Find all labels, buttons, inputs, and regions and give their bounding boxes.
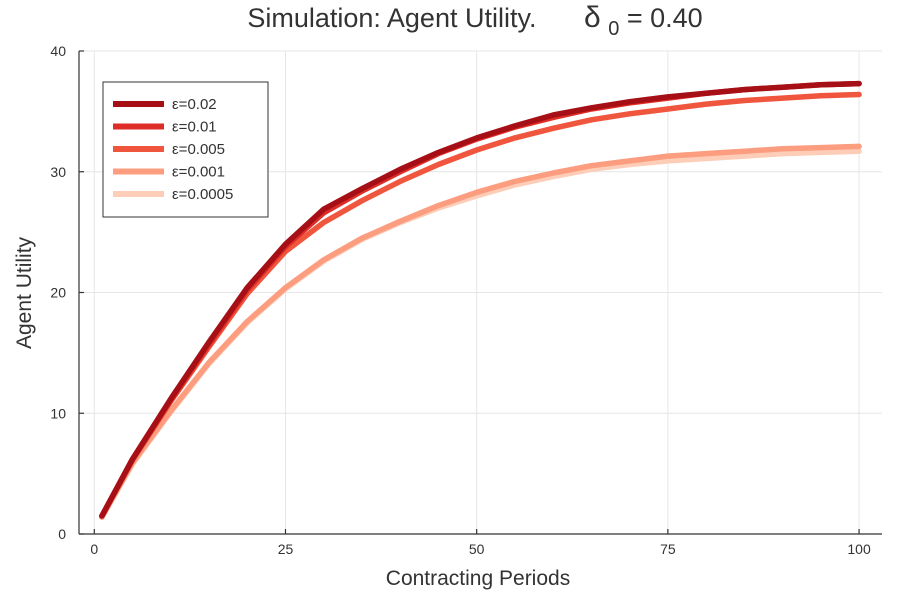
y-tick-label: 40: [50, 43, 66, 59]
chart-title: Simulation: Agent Utility. δ 0 = 0.40: [247, 1, 702, 41]
legend: ε=0.02 ε=0.01 ε=0.005 ε=0.001 ε=0.0005: [102, 81, 269, 218]
x-tick-label: 50: [469, 541, 485, 557]
series-lines: [99, 80, 862, 520]
chart-title-delta-value: = 0.40: [627, 3, 703, 33]
x-tick-label: 25: [278, 541, 294, 557]
x-tick-label: 100: [847, 541, 871, 557]
legend-label: ε=0.001: [172, 164, 225, 181]
x-tick-label: 75: [660, 541, 676, 557]
x-tick-label: 0: [90, 541, 98, 557]
chart-title-main: Simulation: Agent Utility.: [247, 3, 536, 33]
y-tick-label: 10: [50, 405, 66, 421]
y-axis-label: Agent Utility: [13, 236, 36, 349]
x-axis-label: Contracting Periods: [386, 567, 570, 590]
chart-title-delta-sub: 0: [608, 18, 619, 40]
series-line: [99, 80, 862, 519]
legend-label: ε=0.01: [172, 119, 217, 136]
legend-label: ε=0.005: [172, 141, 225, 158]
chart-title-delta: δ: [584, 1, 601, 34]
y-tick-label: 0: [58, 526, 66, 542]
legend-label: ε=0.02: [172, 96, 217, 113]
y-tick-label: 30: [50, 164, 66, 180]
legend-label: ε=0.0005: [172, 186, 233, 203]
tick-labels: 0 25 50 75 100 0 10 20 30 40: [50, 43, 871, 557]
axes: [78, 50, 882, 535]
y-tick-label: 20: [50, 285, 66, 301]
legend-items: ε=0.02 ε=0.01 ε=0.005 ε=0.001 ε=0.0005: [113, 96, 233, 203]
series-line: [99, 143, 862, 520]
